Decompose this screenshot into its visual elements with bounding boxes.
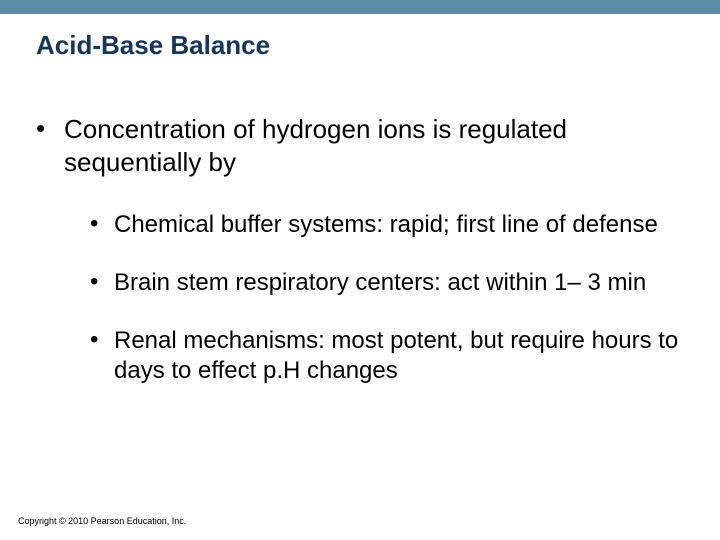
slide-body: • Concentration of hydrogen ions is regu… (0, 61, 720, 386)
copyright-text: Copyright © 2010 Pearson Education, Inc. (18, 516, 186, 526)
header-bar (0, 0, 720, 14)
bullet-level2: • Brain stem respiratory centers: act wi… (90, 268, 684, 298)
bullet-glyph: • (36, 113, 64, 178)
bullet-glyph: • (90, 210, 114, 240)
bullet-text: Brain stem respiratory centers: act with… (114, 268, 646, 298)
bullet-text: Concentration of hydrogen ions is regula… (64, 113, 684, 178)
bullet-level2: • Renal mechanisms: most potent, but req… (90, 326, 684, 386)
bullet-level2: • Chemical buffer systems: rapid; first … (90, 210, 684, 240)
bullet-level1: • Concentration of hydrogen ions is regu… (36, 113, 684, 178)
sub-bullets: • Chemical buffer systems: rapid; first … (36, 210, 684, 386)
bullet-text: Chemical buffer systems: rapid; first li… (114, 210, 658, 240)
bullet-glyph: • (90, 326, 114, 386)
bullet-glyph: • (90, 268, 114, 298)
bullet-text: Renal mechanisms: most potent, but requi… (114, 326, 684, 386)
slide-title: Acid-Base Balance (0, 14, 720, 61)
